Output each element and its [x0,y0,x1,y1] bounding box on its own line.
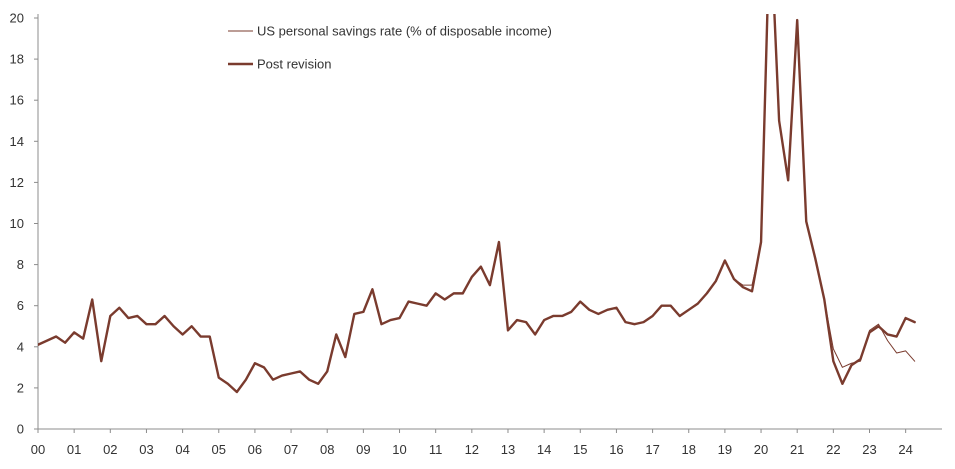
x-tick-label: 19 [718,442,732,457]
legend-label: Post revision [257,57,331,72]
y-tick-label: 4 [17,339,24,354]
y-tick-label: 16 [10,93,24,108]
x-tick-label: 13 [501,442,515,457]
x-tick-label: 21 [790,442,804,457]
x-tick-label: 04 [175,442,189,457]
y-tick-label: 14 [10,134,24,149]
legend-label: US personal savings rate (% of disposabl… [257,24,552,39]
series-line-post-revision [38,14,916,394]
x-tick-label: 14 [537,442,551,457]
x-tick-label: 12 [465,442,479,457]
x-tick-label: 15 [573,442,587,457]
x-tick-label: 24 [898,442,912,457]
y-tick-label: 2 [17,380,24,395]
y-tick-label: 18 [10,52,24,67]
x-tick-label: 01 [67,442,81,457]
x-tick-label: 08 [320,442,334,457]
x-tick-label: 05 [212,442,226,457]
series-line-savings-rate [38,14,916,393]
x-tick-label: 17 [645,442,659,457]
y-tick-label: 20 [10,11,24,26]
x-tick-label: 20 [754,442,768,457]
x-tick-label: 16 [609,442,623,457]
x-tick-label: 03 [139,442,153,457]
y-tick-label: 12 [10,175,24,190]
x-tick-label: 10 [392,442,406,457]
y-tick-label: 0 [17,422,24,437]
x-tick-label: 22 [826,442,840,457]
x-tick-label: 18 [682,442,696,457]
x-tick-label: 09 [356,442,370,457]
x-tick-label: 07 [284,442,298,457]
x-tick-label: 06 [248,442,262,457]
x-tick-label: 23 [862,442,876,457]
x-tick-label: 11 [429,442,443,457]
x-tick-label: 02 [103,442,117,457]
y-tick-label: 6 [17,298,24,313]
y-tick-label: 8 [17,257,24,272]
x-tick-label: 00 [31,442,45,457]
y-tick-label: 10 [10,216,24,231]
